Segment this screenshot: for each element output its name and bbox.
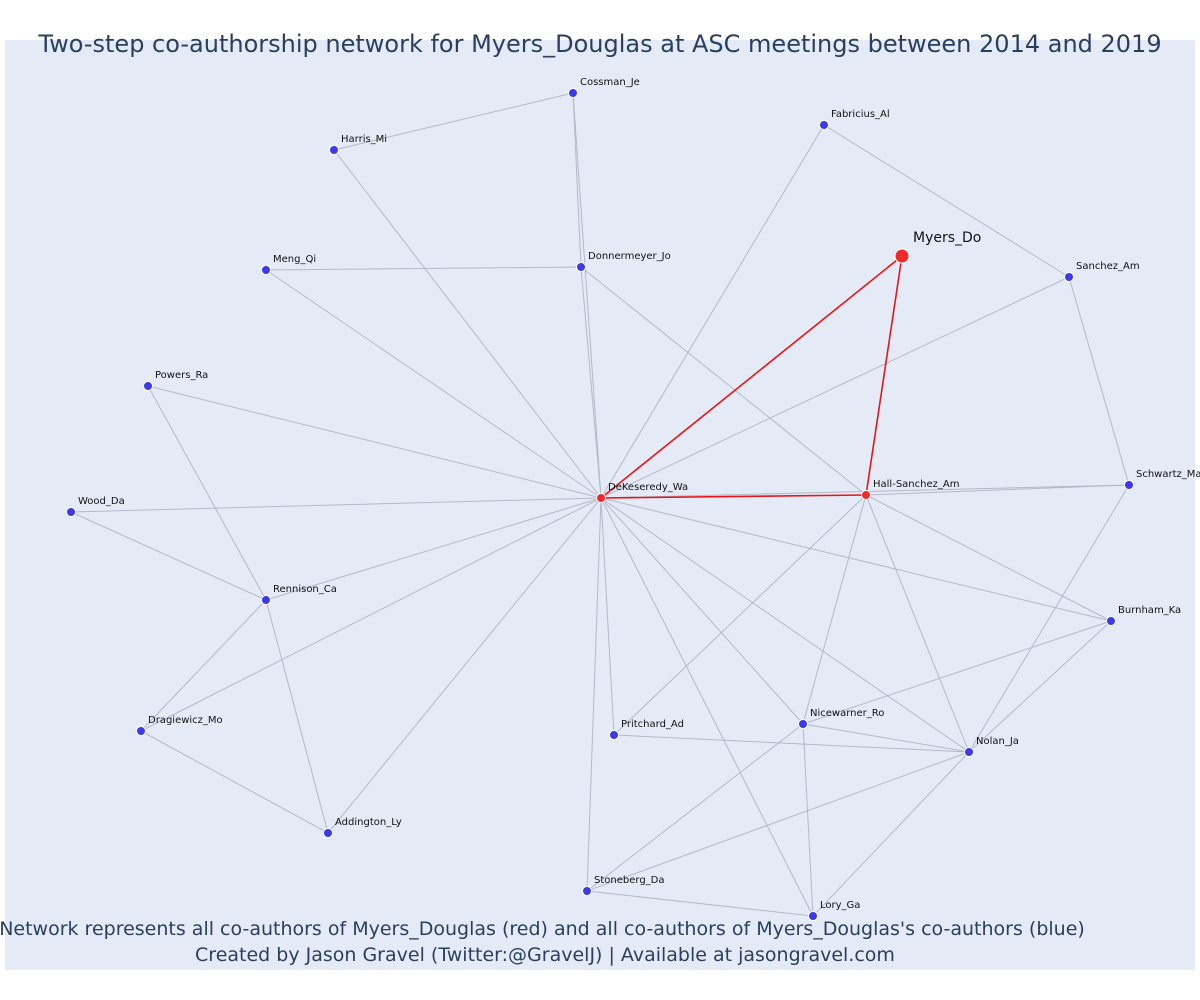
caption-description: Network represents all co-authors of Mye… [0, 918, 1085, 940]
edge-DeKeseredy_Wa-Wood_Da [70, 497, 602, 513]
node-label-Lory_Ga: Lory_Ga [820, 900, 860, 911]
node-label-Addington_Ly: Addington_Ly [335, 817, 402, 828]
node-Meng_Qi[interactable] [261, 265, 271, 275]
node-Hall-Sanchez_Am[interactable] [861, 490, 871, 500]
edge-Myers_Do-Hall-Sanchez_Am [865, 255, 903, 496]
edge-Nolan_Ja-Stoneberg_Da [586, 751, 970, 892]
node-Fabricius_Al[interactable] [819, 120, 829, 130]
edge-Burnham_Ka-Nicewarner_Ro [802, 620, 1112, 725]
node-Sanchez_Am[interactable] [1064, 272, 1074, 282]
edge-Cossman_Je-Donnermeyer_Jo [572, 92, 582, 268]
edge-DeKeseredy_Wa-Pritchard_Ad [600, 497, 615, 736]
caption-credit: Created by Jason Gravel (Twitter:@Gravel… [195, 944, 895, 966]
edge-Wood_Da-Rennison_Ca [70, 511, 267, 601]
node-Cossman_Je[interactable] [568, 88, 578, 98]
node-Addington_Ly[interactable] [323, 828, 333, 838]
edge-Myers_Do-DeKeseredy_Wa [600, 255, 903, 499]
node-DeKeseredy_Wa[interactable] [596, 493, 606, 503]
edge-Stoneberg_Da-Lory_Ga [586, 890, 814, 917]
edge-Fabricius_Al-Sanchez_Am [823, 124, 1070, 278]
node-label-Schwartz_Ma: Schwartz_Ma [1136, 469, 1200, 480]
edge-DeKeseredy_Wa-Nolan_Ja [600, 497, 970, 753]
edge-Hall-Sanchez_Am-Donnermeyer_Jo [580, 266, 867, 496]
edge-Rennison_Ca-Dragiewicz_Mo [140, 599, 267, 732]
node-Schwartz_Ma[interactable] [1124, 480, 1134, 490]
edge-DeKeseredy_Wa-Cossman_Je [572, 92, 602, 499]
node-label-Rennison_Ca: Rennison_Ca [273, 584, 337, 595]
edge-Nolan_Ja-Lory_Ga [812, 751, 970, 917]
edge-Hall-Sanchez_Am-Nicewarner_Ro [802, 494, 867, 725]
edge-Burnham_Ka-Nolan_Ja [968, 620, 1112, 753]
node-label-Donnermeyer_Jo: Donnermeyer_Jo [588, 251, 671, 262]
plot-background [5, 40, 1195, 970]
node-Wood_Da[interactable] [66, 507, 76, 517]
node-Harris_Mi[interactable] [329, 145, 339, 155]
edge-Powers_Ra-Rennison_Ca [147, 385, 267, 601]
edge-DeKeseredy_Wa-Harris_Mi [333, 149, 602, 499]
node-label-Meng_Qi: Meng_Qi [273, 254, 316, 265]
edge-Dragiewicz_Mo-Addington_Ly [140, 730, 329, 834]
node-label-Nicewarner_Ro: Nicewarner_Ro [810, 708, 884, 719]
edge-DeKeseredy_Wa-Burnham_Ka [600, 497, 1112, 622]
edge-DeKeseredy_Wa-Lory_Ga [600, 497, 814, 917]
chart-title: Two-step co-authorship network for Myers… [38, 30, 1162, 58]
node-layer [66, 88, 1134, 921]
node-label-Pritchard_Ad: Pritchard_Ad [621, 719, 684, 730]
edge-DeKeseredy_Wa-Meng_Qi [265, 269, 602, 499]
edge-Schwartz_Ma-Nolan_Ja [968, 484, 1130, 753]
node-label-DeKeseredy_Wa: DeKeseredy_Wa [608, 482, 688, 493]
edge-DeKeseredy_Wa-Powers_Ra [147, 385, 602, 499]
node-Rennison_Ca[interactable] [261, 595, 271, 605]
node-Donnermeyer_Jo[interactable] [576, 262, 586, 272]
edge-DeKeseredy_Wa-Hall-Sanchez_Am [600, 494, 867, 499]
node-Powers_Ra[interactable] [143, 381, 153, 391]
edge-DeKeseredy_Wa-Sanchez_Am [600, 276, 1070, 499]
edge-Nicewarner_Ro-Nolan_Ja [802, 723, 970, 753]
edge-Hall-Sanchez_Am-Schwartz_Ma [865, 484, 1130, 496]
node-Myers_Do[interactable] [894, 248, 910, 264]
node-label-Powers_Ra: Powers_Ra [155, 370, 208, 381]
edge-Nicewarner_Ro-Lory_Ga [802, 723, 814, 917]
edge-Sanchez_Am-Schwartz_Ma [1068, 276, 1130, 486]
label-layer: Myers_Do DeKeseredy_Wa Hall-Sanchez_Am Coss… [78, 77, 1200, 911]
edge-layer [70, 92, 1130, 917]
edge-Hall-Sanchez_Am-Pritchard_Ad [613, 494, 867, 736]
node-label-Hall-Sanchez_Am: Hall-Sanchez_Am [873, 479, 959, 490]
node-Dragiewicz_Mo[interactable] [136, 726, 146, 736]
edge-DeKeseredy_Wa-Fabricius_Al [600, 124, 825, 499]
node-label-Myers_Do: Myers_Do [913, 230, 981, 246]
node-label-Stoneberg_Da: Stoneberg_Da [594, 875, 665, 886]
node-label-Harris_Mi: Harris_Mi [341, 134, 387, 145]
node-label-Dragiewicz_Mo: Dragiewicz_Mo [148, 715, 223, 726]
edge-Hall-Sanchez_Am-Nolan_Ja [865, 494, 970, 753]
edge-Meng_Qi-Donnermeyer_Jo [265, 266, 582, 271]
node-Burnham_Ka[interactable] [1106, 616, 1116, 626]
edge-DeKeseredy_Wa-Nicewarner_Ro [600, 497, 804, 725]
node-label-Sanchez_Am: Sanchez_Am [1076, 261, 1140, 272]
node-Nicewarner_Ro[interactable] [798, 719, 808, 729]
node-label-Wood_Da: Wood_Da [78, 496, 125, 507]
node-label-Nolan_Ja: Nolan_Ja [976, 736, 1019, 747]
node-label-Cossman_Je: Cossman_Je [580, 77, 640, 88]
edge-DeKeseredy_Wa-Stoneberg_Da [586, 497, 602, 892]
edge-Hall-Sanchez_Am-Burnham_Ka [865, 494, 1112, 622]
node-label-Fabricius_Al: Fabricius_Al [831, 109, 890, 120]
node-Stoneberg_Da[interactable] [582, 886, 592, 896]
edge-Cossman_Je-Harris_Mi [333, 92, 574, 151]
node-label-Burnham_Ka: Burnham_Ka [1118, 605, 1181, 616]
edge-Nicewarner_Ro-Stoneberg_Da [586, 723, 804, 892]
edge-Pritchard_Ad-Nolan_Ja [613, 734, 970, 753]
edge-Rennison_Ca-Addington_Ly [265, 599, 329, 834]
node-Pritchard_Ad[interactable] [609, 730, 619, 740]
edge-DeKeseredy_Wa-Dragiewicz_Mo [140, 497, 602, 732]
edge-DeKeseredy_Wa-Addington_Ly [327, 497, 602, 834]
node-Nolan_Ja[interactable] [964, 747, 974, 757]
edge-DeKeseredy_Wa-Rennison_Ca [265, 497, 602, 601]
node-Lory_Ga[interactable] [808, 911, 818, 921]
edge-DeKeseredy_Wa-Donnermeyer_Jo [580, 266, 602, 499]
